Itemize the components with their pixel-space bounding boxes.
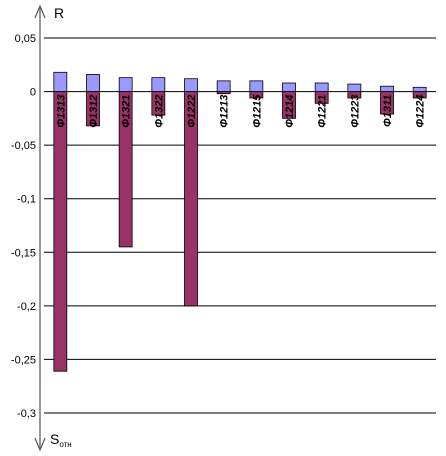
bar-positive	[216, 80, 231, 92]
category-label: Ф1221	[317, 95, 329, 128]
category-label: Ф1222	[186, 95, 198, 128]
y-tick-label: -0,15	[11, 247, 36, 259]
bar-negative	[118, 91, 133, 248]
y-tick-label: -0,1	[17, 194, 36, 206]
y-tick-labels: 0,05 0 -0,05 -0,1 -0,15 -0,2 -0,25 -0,3	[11, 33, 36, 420]
y-axis-top-label: R	[54, 5, 64, 21]
bar-negative	[412, 91, 427, 99]
bar-positive	[249, 80, 264, 92]
category-labels: Ф1313 Ф1312 Ф1321 Ф1322 Ф1222 Ф1213 Ф1215 Ф1214…	[55, 94, 426, 128]
bar-negative	[249, 91, 264, 99]
y-tick-label: -0,05	[11, 140, 36, 152]
gridlines	[44, 37, 436, 414]
bar-negative	[380, 91, 394, 115]
bar-positive	[314, 82, 329, 92]
category-label: Ф1213	[219, 95, 231, 128]
category-label: Ф1311	[382, 95, 394, 127]
bar-negative	[53, 91, 68, 372]
bar-positive	[184, 78, 198, 92]
category-label: Ф1223	[349, 95, 361, 128]
bar-positive	[86, 74, 100, 92]
bar-negative	[184, 91, 198, 307]
category-label: Ф1321	[121, 95, 133, 128]
bar-positive	[118, 77, 133, 92]
bar-positive	[151, 77, 166, 92]
bar-negative	[314, 91, 329, 104]
y-axis-bottom-label-subscript: отн	[59, 440, 71, 449]
bar-negative	[282, 91, 296, 119]
y-axis-bottom-label-main: S	[50, 431, 59, 447]
category-label: Ф1215	[251, 94, 263, 128]
category-label: Ф1322	[153, 95, 165, 128]
category-label: Ф1313	[55, 95, 67, 128]
y-tick-label: -0,2	[17, 301, 36, 313]
y-tick-label: -0,3	[17, 408, 36, 420]
y-axis	[34, 4, 46, 452]
category-label: Ф1214	[284, 95, 296, 128]
arrow-up-icon	[34, 4, 46, 19]
bar-positive	[412, 86, 427, 92]
category-label: Ф1312	[88, 95, 100, 128]
bar-negative	[86, 91, 100, 127]
bar-positive	[282, 82, 296, 92]
bar-negative	[216, 91, 231, 95]
bars	[53, 71, 427, 372]
category-label: Ф1224	[415, 95, 427, 128]
bar-positive	[380, 85, 394, 92]
y-tick-label: 0	[30, 87, 36, 99]
y-tick-label: 0,05	[15, 33, 36, 45]
bar-negative	[151, 91, 166, 116]
bar-positive	[347, 83, 362, 92]
arrow-down-icon	[34, 437, 46, 452]
y-tick-label: -0,25	[11, 354, 36, 366]
bar-negative	[347, 91, 362, 99]
y-axis-bottom-label: Sотн	[50, 431, 72, 449]
bar-positive	[53, 71, 68, 92]
